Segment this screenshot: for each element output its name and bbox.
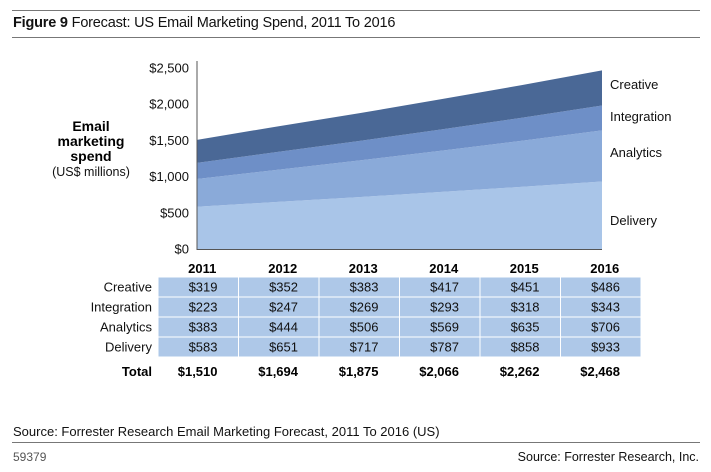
table-cell [158,277,238,297]
table-row-label: Integration [91,300,152,315]
source-credit: Source: Forrester Research, Inc. [517,450,699,464]
area-delivery [197,181,602,249]
table-cell [561,277,641,297]
table-cell-value: $506 [350,320,379,335]
x-tick-label: 2011 [188,261,216,276]
table-cell-value: $717 [350,340,379,355]
y-tick-label: $1,000 [149,169,189,184]
data-table: 2011 2012 2013 2014 2015 2016 Creative $319 $352… [91,261,641,379]
table-cell-value: $486 [591,280,620,295]
figure-label: Figure 9 [13,15,68,31]
table-cell [400,337,480,357]
table-cell-value: $343 [591,300,620,315]
table-cell [561,337,641,357]
y-axis-unit: (US$ millions) [52,165,130,179]
y-tick-label: $1,500 [149,133,189,148]
series-label-analytics: Analytics [610,145,663,160]
series-label-creative: Creative [610,77,658,92]
table-cell [480,277,560,297]
series-labels: Delivery Analytics Integration Creative [610,77,671,228]
table-cell-value: $383 [189,320,218,335]
x-tick-label: 2012 [268,261,297,276]
table-cell [480,297,560,317]
table-row-label: Analytics [100,320,153,335]
title-rule [12,37,700,38]
table-cell-value: $223 [189,300,218,315]
y-axis-title-line: spend [70,148,111,164]
table-cell [319,297,399,317]
table-cell [480,337,560,357]
top-rule [12,10,700,11]
table-cell [158,317,238,337]
table-total-label: Total [122,364,152,379]
figure-title: Figure 9 Forecast: US Email Marketing Sp… [13,15,395,31]
table-total-value: $1,510 [178,364,218,379]
table-cell-value: $293 [430,300,459,315]
table-total-value: $1,875 [339,364,379,379]
table-cell-value: $383 [350,280,379,295]
figure-number: 59379 [13,450,47,464]
x-tick-label: 2013 [349,261,378,276]
table-total-value: $2,262 [500,364,540,379]
y-tick-label: $0 [175,242,189,257]
table-cell-value: $417 [430,280,459,295]
table-cell [400,297,480,317]
table-cell-value: $451 [511,280,540,295]
y-tick-label: $500 [160,205,189,220]
table-cell-value: $933 [591,340,620,355]
table-cell-value: $635 [511,320,540,335]
table-cell [158,297,238,317]
table-cell [561,317,641,337]
table-cell-value: $269 [350,300,379,315]
area-analytics [197,130,602,207]
table-cell [239,337,319,357]
y-axis-title-line: Email [72,118,109,134]
table-cell [480,317,560,337]
series-label-integration: Integration [610,109,671,124]
table-cell [319,277,399,297]
y-axis-title-line: marketing [58,133,125,149]
table-cell [561,297,641,317]
series-label-delivery: Delivery [610,213,657,228]
table-total-value: $2,468 [580,364,620,379]
table-cell-value: $318 [511,300,540,315]
area-creative [197,70,602,163]
area-layers [197,70,602,249]
x-tick-label: 2016 [590,261,619,276]
table-cell [239,297,319,317]
y-tick-labels: $0 $500 $1,000 $1,500 $2,000 $2,500 [149,61,189,257]
area-integration [197,105,602,180]
table-cell-value: $319 [189,280,218,295]
y-tick-label: $2,500 [149,61,189,76]
table-row-label: Creative [104,280,152,295]
table-cell [319,317,399,337]
stacked-area-chart: $0 $500 $1,000 $1,500 $2,000 $2,500 Emailmark… [52,61,671,380]
table-cell [239,317,319,337]
table-cell [400,277,480,297]
source-rule [12,442,700,443]
table-cell-value: $651 [269,340,298,355]
source-note: Source: Forrester Research Email Marketi… [13,424,440,439]
table-cell-value: $444 [269,320,298,335]
x-tick-label: 2015 [510,261,539,276]
table-cell [319,337,399,357]
table-row-label: Delivery [105,340,152,355]
table-cell-value: $787 [430,340,459,355]
table-cell [400,317,480,337]
table-cell-value: $247 [269,300,298,315]
table-cell-value: $583 [189,340,218,355]
table-cell [239,277,319,297]
table-cell-value: $858 [511,340,540,355]
table-total-value: $1,694 [258,364,299,379]
figure-title-text: Forecast: US Email Marketing Spend, 2011… [71,15,396,31]
table-total-value: $2,066 [419,364,459,379]
table-cell-value: $352 [269,280,298,295]
y-tick-label: $2,000 [149,97,189,112]
table-cell [158,337,238,357]
table-cell-value: $706 [591,320,620,335]
x-tick-label: 2014 [429,261,459,276]
table-cell-value: $569 [430,320,459,335]
